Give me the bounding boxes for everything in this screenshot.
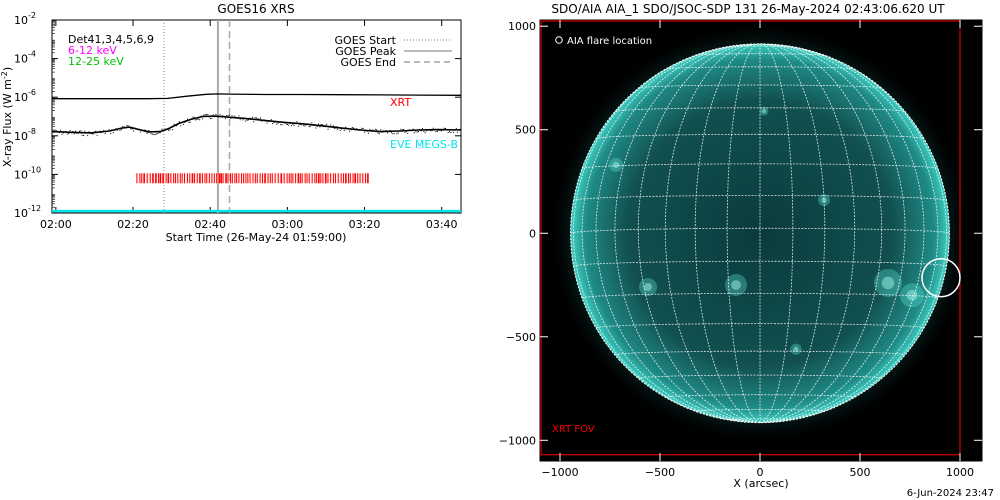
legend-goes-peak: GOES Peak bbox=[335, 45, 396, 58]
aia-y-tick-label: 1000 bbox=[508, 20, 536, 33]
aia-y-tick-label: −1000 bbox=[499, 434, 536, 447]
goes-y-tick-exponent: -8 bbox=[28, 127, 36, 136]
active-region-glow bbox=[818, 194, 830, 207]
heliographic-grid bbox=[570, 43, 950, 423]
grid-meridian bbox=[759, 43, 906, 423]
grid-meridian bbox=[759, 43, 826, 423]
grid-meridian bbox=[759, 43, 947, 423]
high-energy-legend: 12-25 keV bbox=[68, 55, 124, 68]
goes-y-axis-label-main: X-ray Flux (W m bbox=[1, 79, 14, 167]
goes-x-tick-label: 02:20 bbox=[117, 218, 149, 231]
grid-parallel bbox=[726, 418, 794, 421]
aia-legend-label: AIA flare location bbox=[567, 36, 652, 47]
goes-y-tick-exponent: -12 bbox=[28, 204, 41, 213]
goes-y-axis-label-close: ) bbox=[1, 67, 14, 71]
goes-y-tick-label: 10 bbox=[14, 130, 28, 143]
goes-y-tick-exponent: -10 bbox=[28, 165, 41, 174]
aia-x-tick-label: −1000 bbox=[541, 466, 578, 479]
grid-meridian bbox=[694, 43, 761, 423]
goes-short-channel-noise bbox=[52, 113, 461, 137]
xrt-observation-marks bbox=[136, 173, 369, 184]
xrt-fov-box bbox=[540, 20, 961, 456]
aia-plot-frame bbox=[539, 19, 983, 462]
grid-meridian bbox=[759, 43, 856, 423]
xrt-annotation: XRT bbox=[390, 96, 411, 109]
footer-timestamp: 6-Jun-2024 23:47 bbox=[907, 488, 994, 499]
active-region-core bbox=[612, 161, 620, 169]
active-region-core bbox=[793, 346, 799, 352]
goes-x-tick-label: 03:20 bbox=[349, 218, 381, 231]
xrt-fov-label: XRT FOV bbox=[552, 424, 595, 435]
goes-y-tick-label: 10 bbox=[14, 53, 28, 66]
grid-meridian bbox=[726, 43, 761, 423]
goes-x-tick-label: 03:40 bbox=[426, 218, 458, 231]
active-region-core bbox=[762, 109, 766, 114]
low-energy-legend: 6-12 keV bbox=[68, 44, 117, 57]
goes-series-group bbox=[52, 93, 461, 213]
goes-chart-title: GOES16 XRS bbox=[217, 2, 294, 16]
aia-x-tick-label: 1000 bbox=[946, 466, 974, 479]
goes-y-tick-label: 10 bbox=[14, 91, 28, 104]
aia-x-tick-label: 0 bbox=[757, 466, 764, 479]
grid-meridian bbox=[759, 43, 939, 423]
grid-meridian bbox=[664, 43, 761, 423]
active-region-glow bbox=[725, 274, 747, 297]
grid-meridian bbox=[759, 43, 794, 423]
active-region-core bbox=[731, 280, 741, 290]
goes-y-tick-exponent: -6 bbox=[28, 88, 36, 97]
aia-chart-title: SDO/AIA AIA_1 SDO/JSOC-SDP 131 26-May-20… bbox=[551, 2, 945, 16]
eve-annotation: EVE MEGS-B bbox=[390, 138, 458, 151]
goes-long-channel-line bbox=[52, 93, 461, 100]
goes-y-tick-exponent: -2 bbox=[28, 11, 36, 20]
aia-x-ticks: −1000 −500 0 500 1000 bbox=[541, 20, 974, 479]
goes-x-axis-label: Start Time (26-May-24 01:59:00) bbox=[166, 231, 347, 244]
aia-x-tick-label: 500 bbox=[850, 466, 871, 479]
grid-meridian bbox=[637, 43, 761, 423]
goes-x-tick-label: 02:40 bbox=[194, 218, 226, 231]
active-region-glow bbox=[759, 106, 769, 116]
goes-x-tick-label: 02:00 bbox=[40, 218, 72, 231]
grid-meridian bbox=[759, 43, 883, 423]
aia-y-ticks: 1000 500 0 −500 −1000 bbox=[499, 20, 982, 447]
legend-goes-end: GOES End bbox=[340, 56, 396, 69]
sun-limb bbox=[570, 43, 950, 424]
aia-y-tick-label: 500 bbox=[515, 124, 536, 137]
grid-meridian bbox=[573, 43, 761, 423]
aia-image-chart: SDO/AIA AIA_1 SDO/JSOC-SDP 131 26-May-20… bbox=[499, 2, 983, 490]
flare-location-marker bbox=[921, 258, 961, 298]
active-region-core bbox=[821, 197, 827, 203]
grid-meridian bbox=[614, 43, 761, 423]
aia-x-tick-label: −500 bbox=[645, 466, 675, 479]
det-legend: Det41,3,4,5,6,9 bbox=[68, 33, 154, 46]
grid-meridian bbox=[595, 43, 761, 423]
active-region-glow bbox=[609, 157, 623, 172]
legend-circle-icon bbox=[555, 36, 563, 44]
goes-y-tick-label: 10 bbox=[14, 207, 28, 220]
aia-y-tick-label: 0 bbox=[529, 227, 536, 240]
grid-meridian bbox=[759, 43, 925, 423]
goes-y-tick-label: 10 bbox=[14, 168, 28, 181]
goes-x-tick-label: 03:00 bbox=[272, 218, 304, 231]
active-region-glow bbox=[874, 268, 902, 297]
goes-y-axis-label-sup: -2 bbox=[0, 71, 9, 79]
goes-plot-frame bbox=[51, 19, 462, 214]
active-region-core bbox=[881, 276, 895, 290]
aia-x-axis-label: X (arcsec) bbox=[733, 477, 788, 490]
active-region-glow bbox=[790, 343, 802, 355]
active-region-core bbox=[643, 283, 653, 292]
aia-y-tick-label: −500 bbox=[506, 331, 536, 344]
grid-meridian bbox=[581, 43, 761, 423]
goes-y-tick-label: 10 bbox=[14, 14, 28, 27]
grid-parallel bbox=[637, 374, 883, 379]
legend-goes-start: GOES Start bbox=[335, 34, 397, 47]
goes-y-axis-label: X-ray Flux (W m-2) bbox=[0, 67, 14, 167]
goes-y-tick-exponent: -4 bbox=[28, 50, 36, 59]
goes-short-channel-line bbox=[52, 115, 461, 134]
